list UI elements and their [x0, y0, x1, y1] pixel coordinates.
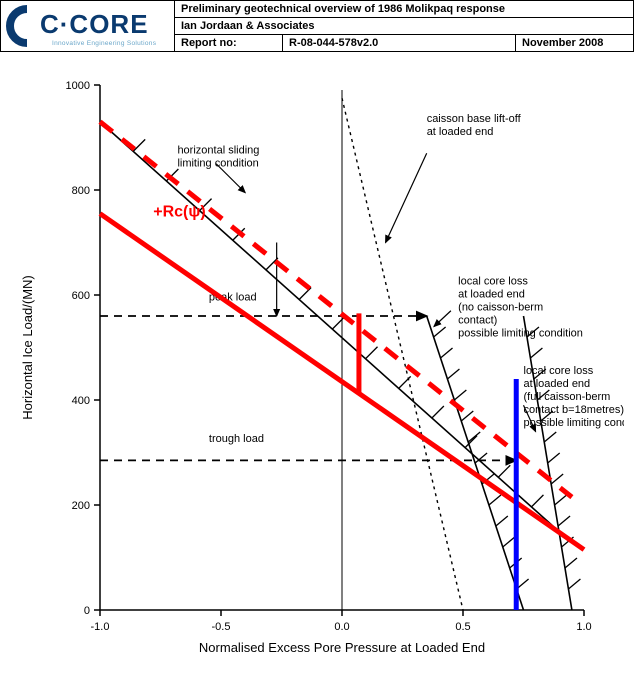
svg-text:caisson base lift-off: caisson base lift-off — [427, 113, 522, 125]
svg-text:local core loss: local core loss — [458, 276, 528, 288]
svg-text:(no caisson-berm: (no caisson-berm — [458, 302, 543, 314]
svg-text:200: 200 — [72, 500, 90, 512]
svg-text:Horizontal Ice Load/(MN): Horizontal Ice Load/(MN) — [20, 275, 35, 420]
svg-text:horizontal sliding: horizontal sliding — [177, 144, 259, 156]
svg-text:800: 800 — [72, 185, 90, 197]
svg-text:contact): contact) — [458, 315, 497, 327]
svg-text:trough load: trough load — [209, 433, 264, 445]
svg-text:contact b=18metres): contact b=18metres) — [524, 404, 625, 416]
svg-text:(full caisson-berm: (full caisson-berm — [524, 391, 611, 403]
report-number: R-08-044-578v2.0 — [283, 35, 516, 51]
chart: 0 200 400 600 800 1000 -1.0 -0.5 0.0 0.5 1.0 Normal… — [10, 65, 624, 670]
header-table: Preliminary geotechnical overview of 198… — [175, 1, 633, 51]
logo: C·CORE Innovative Engineering Solutions — [1, 1, 175, 51]
svg-text:0: 0 — [84, 605, 90, 617]
svg-text:at loaded end: at loaded end — [458, 289, 525, 301]
svg-text:1000: 1000 — [66, 80, 90, 92]
svg-text:C·CORE: C·CORE — [40, 9, 149, 39]
svg-text:limiting condition: limiting condition — [177, 157, 258, 169]
svg-text:possible limiting condition: possible limiting condition — [458, 328, 583, 340]
doc-title: Preliminary geotechnical overview of 198… — [175, 1, 633, 17]
svg-text:400: 400 — [72, 395, 90, 407]
svg-text:0.5: 0.5 — [455, 621, 470, 633]
svg-text:600: 600 — [72, 290, 90, 302]
svg-text:at loaded end: at loaded end — [427, 126, 494, 138]
svg-text:Normalised Excess Pore Pressur: Normalised Excess Pore Pressure at Loade… — [199, 640, 485, 655]
svg-text:at loaded end: at loaded end — [524, 378, 591, 390]
document-header: C·CORE Innovative Engineering Solutions … — [0, 0, 634, 52]
svg-text:-1.0: -1.0 — [91, 621, 110, 633]
svg-text:-0.5: -0.5 — [212, 621, 231, 633]
svg-text:Innovative Engineering Solutio: Innovative Engineering Solutions — [52, 40, 157, 47]
svg-text:local core loss: local core loss — [524, 365, 594, 377]
report-date: November 2008 — [516, 35, 633, 51]
svg-text:possible limiting condition: possible limiting condition — [524, 417, 625, 429]
doc-subtitle: Ian Jordaan & Associates — [175, 18, 633, 34]
report-label: Report no: — [175, 35, 283, 51]
svg-text:1.0: 1.0 — [576, 621, 591, 633]
svg-text:+Rc(ψ): +Rc(ψ) — [153, 203, 206, 220]
svg-text:0.0: 0.0 — [334, 621, 349, 633]
